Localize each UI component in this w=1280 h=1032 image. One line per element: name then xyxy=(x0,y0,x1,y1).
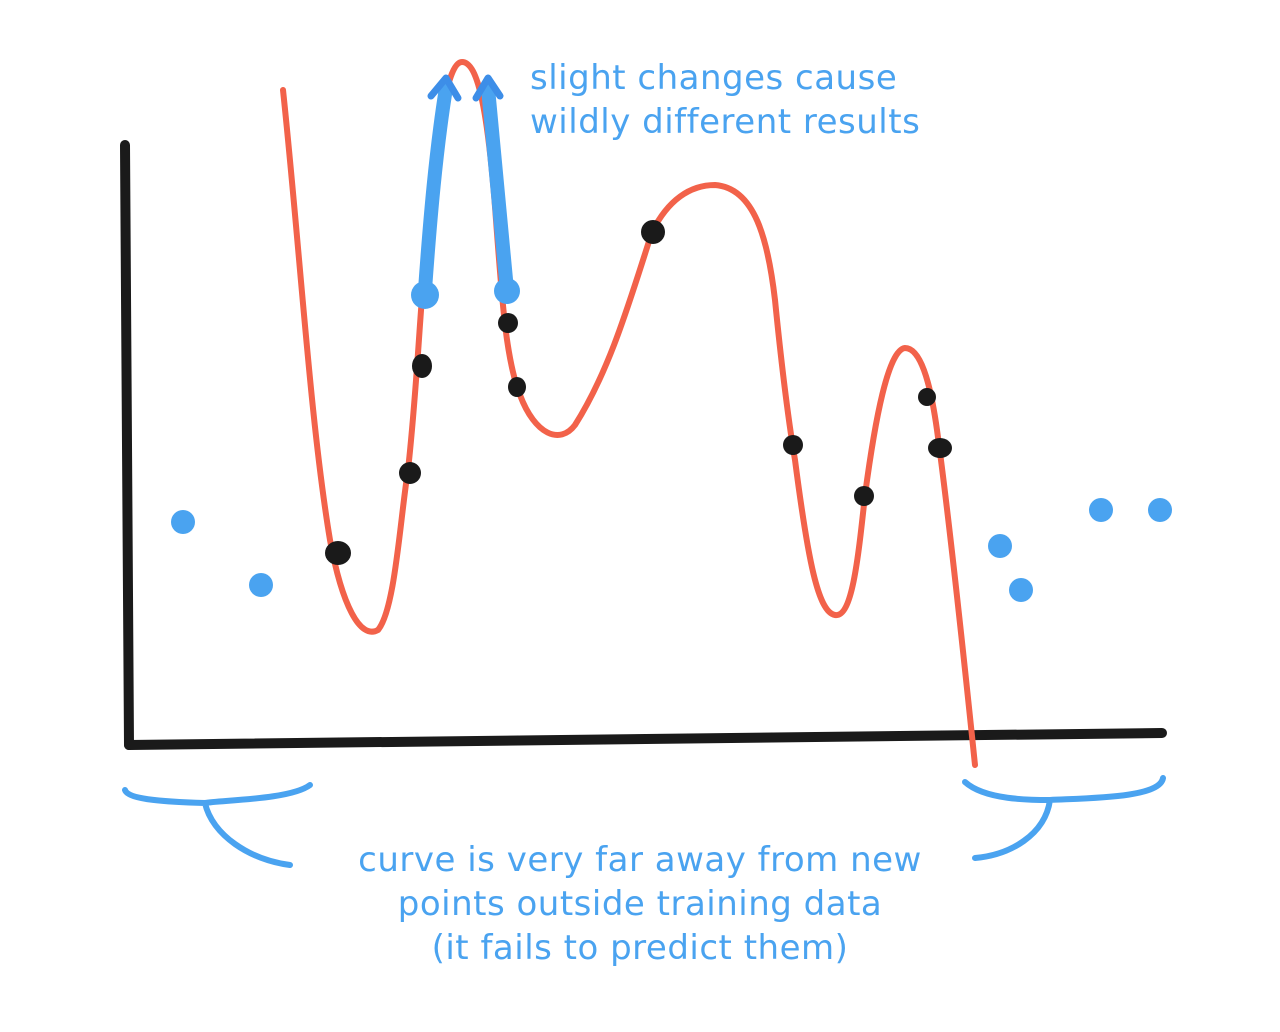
training-point xyxy=(412,354,432,378)
y-axis xyxy=(120,140,134,750)
new-point xyxy=(171,510,195,534)
new-point xyxy=(988,534,1012,558)
instability-note: slight changes cause wildly different re… xyxy=(530,56,920,144)
training-point xyxy=(928,438,952,458)
instability-note-line1: slight changes cause xyxy=(530,58,898,98)
new-points xyxy=(171,498,1172,602)
training-point xyxy=(325,541,351,565)
extrapolation-note-line3: (it fails to predict them) xyxy=(431,928,849,968)
training-point xyxy=(641,220,665,244)
left-arrow-shaft xyxy=(418,81,453,297)
overfit-curve xyxy=(280,59,978,768)
perturbed-point-right xyxy=(494,278,520,304)
extrapolation-note: curve is very far away from new points o… xyxy=(330,838,950,970)
new-point xyxy=(1089,498,1113,522)
training-point xyxy=(498,313,518,333)
right-bracket xyxy=(962,775,1166,861)
extrapolation-note-line1: curve is very far away from new xyxy=(358,840,922,880)
training-point xyxy=(854,486,874,506)
right-arrowhead xyxy=(472,74,504,102)
training-point xyxy=(783,435,803,455)
left-bracket xyxy=(122,782,313,868)
instability-arrows xyxy=(411,74,520,309)
training-point xyxy=(918,388,936,406)
new-point xyxy=(1009,578,1033,602)
left-arrowhead xyxy=(427,74,462,102)
right-arrow-shaft xyxy=(481,81,514,297)
new-point xyxy=(1148,498,1172,522)
x-axis xyxy=(124,728,1167,750)
new-point xyxy=(249,573,273,597)
training-points xyxy=(325,220,952,565)
extrapolation-note-line2: points outside training data xyxy=(397,884,883,924)
instability-note-line2: wildly different results xyxy=(530,102,921,142)
training-point xyxy=(508,377,526,397)
perturbed-point-left xyxy=(411,281,439,309)
training-point xyxy=(399,462,421,484)
